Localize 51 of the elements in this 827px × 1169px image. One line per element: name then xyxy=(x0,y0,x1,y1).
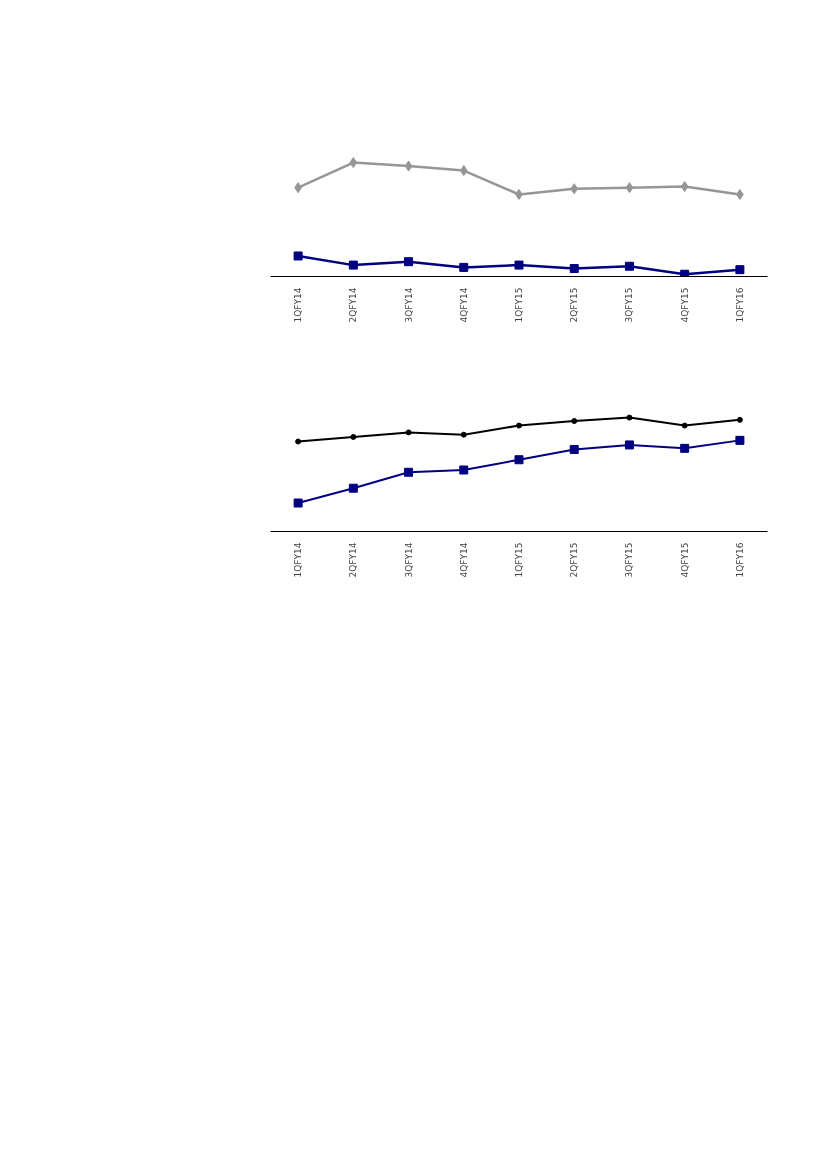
point xyxy=(459,165,468,177)
point xyxy=(625,182,634,194)
x-tick-label: 4QFY14 xyxy=(458,542,469,578)
point xyxy=(348,260,358,270)
x-tick-label: 1QFY16 xyxy=(734,287,745,323)
x-tick-label: 1QFY15 xyxy=(514,287,524,323)
point xyxy=(624,440,634,450)
point xyxy=(293,251,303,261)
point xyxy=(569,444,579,454)
point xyxy=(459,262,469,272)
x-tick-label: 1QFY15 xyxy=(514,542,524,578)
x-tick-label: 3QFY15 xyxy=(624,542,635,578)
point xyxy=(348,483,358,493)
point xyxy=(736,416,743,423)
x-tick-label: 3QFY15 xyxy=(624,287,635,323)
point xyxy=(570,183,579,195)
point xyxy=(680,181,689,193)
point xyxy=(295,438,302,445)
x-tick-label: 2QFY14 xyxy=(348,542,359,578)
point xyxy=(624,261,634,271)
x-tick-label: 2QFY15 xyxy=(569,287,580,323)
point xyxy=(680,269,690,277)
point xyxy=(404,467,414,477)
x-tick-label: 4QFY15 xyxy=(679,542,690,578)
point xyxy=(735,435,745,445)
point xyxy=(569,264,579,274)
point xyxy=(404,160,413,172)
point xyxy=(405,429,412,436)
point xyxy=(514,260,524,270)
point xyxy=(681,422,688,429)
x-tick-label: 3QFY14 xyxy=(403,542,414,578)
point xyxy=(460,431,467,438)
x-tick-label: 4QFY15 xyxy=(679,287,690,323)
x-tick-label: 1QFY16 xyxy=(734,542,745,578)
point xyxy=(514,455,524,465)
x-tick-label: 2QFY15 xyxy=(569,542,580,578)
x-tick-label: 4QFY14 xyxy=(458,287,469,323)
point xyxy=(516,422,522,429)
point xyxy=(735,265,745,275)
point xyxy=(349,157,358,169)
point xyxy=(680,443,690,453)
x-tick-label: 1QFY14 xyxy=(293,542,304,578)
point xyxy=(571,418,578,424)
point xyxy=(293,498,303,508)
x-tick-label: 2QFY14 xyxy=(348,287,359,323)
point xyxy=(350,433,357,440)
point xyxy=(626,414,633,421)
point xyxy=(459,465,469,475)
x-tick-label: 3QFY14 xyxy=(403,287,414,323)
point xyxy=(404,257,414,267)
x-tick-label: 1QFY14 xyxy=(293,287,304,323)
